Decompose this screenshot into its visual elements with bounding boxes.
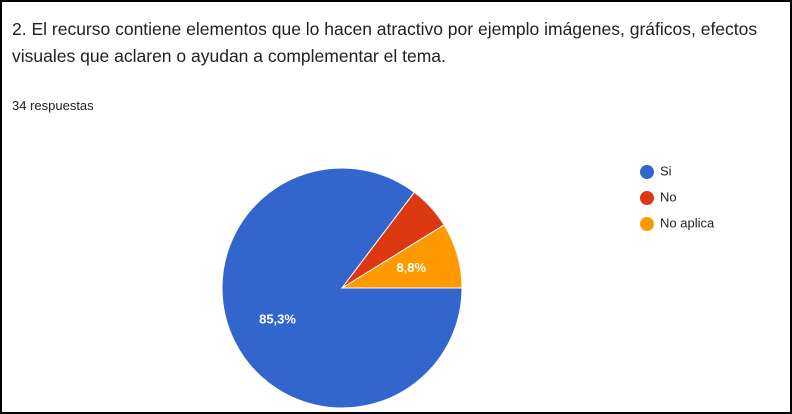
legend-swatch (640, 191, 654, 205)
legend-label: No (660, 189, 677, 204)
legend-swatch (640, 217, 654, 231)
slice-label: 8,8% (396, 260, 426, 275)
legend-label: Si (660, 163, 672, 178)
legend-swatch (640, 165, 654, 179)
slice-label: 85,3% (259, 312, 296, 327)
question-title: 2. El recurso contiene elementos que lo … (12, 19, 758, 66)
response-count: 34 respuestas (12, 98, 94, 113)
pie-slice (340, 224, 463, 289)
legend-label: No aplica (660, 215, 715, 230)
